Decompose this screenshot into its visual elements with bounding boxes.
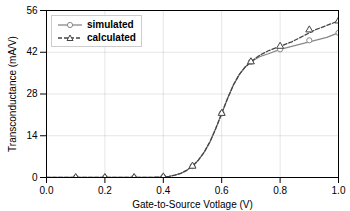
svg-text:Transconductance (mA/V): Transconductance (mA/V) [7,36,18,152]
svg-text:28: 28 [26,88,38,99]
svg-text:56: 56 [26,5,38,16]
svg-text:0.8: 0.8 [273,185,287,196]
html-text:simulated: simulated [87,19,134,30]
svg-text:0: 0 [32,172,38,183]
svg-text:Gate-to-Source Votlage (V): Gate-to-Source Votlage (V) [132,199,253,210]
svg-text:42: 42 [26,46,38,57]
svg-text:0.6: 0.6 [215,185,229,196]
svg-text:14: 14 [26,130,38,141]
svg-text:0.0: 0.0 [40,185,54,196]
svg-text:0.2: 0.2 [98,185,112,196]
svg-text:1.0: 1.0 [332,185,346,196]
html-text:calculated: calculated [87,32,136,43]
svg-text:0.4: 0.4 [156,185,170,196]
